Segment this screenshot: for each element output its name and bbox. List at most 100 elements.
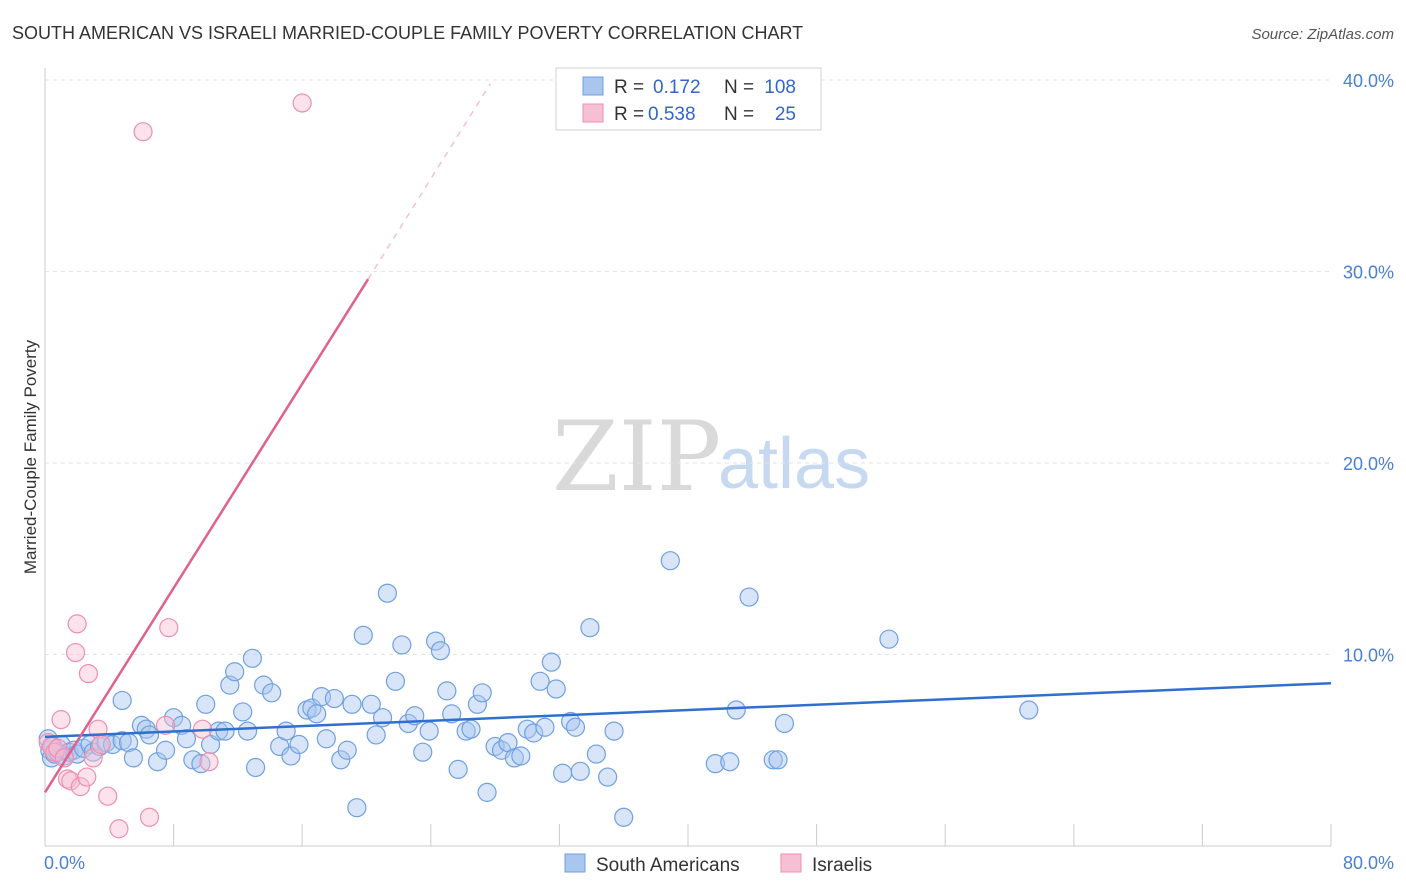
point-south-americans [467, 694, 488, 714]
y-axis-label: Married-Couple Family Poverty [21, 339, 40, 574]
x-tick-label-min: 0.0% [44, 853, 85, 873]
point-south-americans [720, 752, 740, 772]
y-tick-label: 40.0% [1343, 71, 1394, 91]
point-south-americans [660, 551, 680, 571]
point-south-americans [768, 750, 788, 770]
point-south-americans [337, 740, 357, 760]
bottom-legend-label-south-americans: South Americans [596, 855, 740, 876]
point-south-americans [237, 721, 258, 741]
legend-n-value-1: 108 [764, 77, 796, 98]
point-israelis [48, 738, 68, 758]
point-south-americans [430, 641, 451, 661]
point-south-americans [342, 694, 362, 714]
y-tick-label: 20.0% [1343, 454, 1394, 474]
point-south-americans [155, 740, 176, 760]
point-south-americans [726, 700, 746, 720]
y-tick-label: 30.0% [1343, 263, 1394, 283]
gridlines [45, 79, 1331, 655]
point-south-americans [225, 662, 245, 682]
point-south-americans [324, 688, 344, 709]
point-south-americans [413, 742, 433, 762]
legend-n-value-2: 25 [775, 104, 796, 125]
point-israelis [109, 819, 129, 839]
point-israelis [67, 614, 87, 634]
watermark-zip: ZIP [552, 401, 721, 513]
point-south-americans [123, 748, 144, 768]
point-south-americans [245, 757, 266, 778]
point-south-americans [598, 767, 618, 787]
legend-r-label-2: R = [614, 104, 644, 125]
point-south-americans [530, 671, 550, 691]
bottom-legend: South Americans Israelis [564, 853, 872, 876]
x-tick-label-max: 80.0% [1343, 853, 1394, 873]
point-south-americans [254, 675, 274, 695]
point-south-americans [477, 782, 497, 802]
point-south-americans [614, 807, 634, 827]
point-south-americans [565, 717, 586, 737]
point-south-americans [281, 746, 301, 766]
point-south-americans [739, 587, 759, 607]
point-south-americans [570, 761, 590, 781]
point-south-americans [215, 721, 235, 741]
legend-r-value-2: 0.538 [648, 104, 696, 125]
point-israelis [98, 786, 118, 806]
point-south-americans [448, 759, 468, 780]
point-south-americans [580, 618, 600, 638]
point-south-americans [763, 750, 783, 770]
point-israelis [77, 767, 97, 787]
point-south-americans [1019, 700, 1039, 720]
point-israelis [70, 777, 90, 797]
point-south-americans [164, 708, 184, 728]
point-south-americans [392, 635, 412, 655]
point-south-americans [472, 683, 492, 703]
point-south-americans [541, 652, 561, 672]
legend-r-value-1: 0.172 [653, 77, 701, 98]
point-israelis [155, 715, 176, 735]
point-south-americans [316, 729, 336, 749]
point-south-americans [366, 725, 386, 745]
trend-line-extension-israelis [367, 83, 491, 280]
point-south-americans [276, 721, 296, 741]
point-israelis [78, 664, 99, 684]
point-south-americans [102, 734, 123, 755]
point-south-americans [233, 702, 253, 722]
point-israelis [91, 734, 111, 755]
legend-swatch-south-americans [582, 76, 604, 96]
point-south-americans [553, 763, 573, 783]
point-south-americans [524, 723, 544, 743]
point-israelis [292, 93, 312, 113]
legend-n-label-2: N = [724, 104, 754, 125]
point-south-americans [331, 750, 351, 770]
point-south-americans [139, 725, 160, 745]
point-israelis [61, 771, 81, 791]
point-south-americans [289, 734, 309, 755]
point-south-americans [242, 648, 262, 668]
point-south-americans [442, 704, 462, 724]
point-israelis [65, 642, 86, 663]
point-south-americans [361, 694, 381, 714]
point-israelis [159, 618, 179, 638]
y-tick-labels: 10.0% 20.0% 30.0% 40.0% [1343, 71, 1394, 666]
point-south-americans [604, 721, 624, 741]
trend-line-israelis [43, 278, 370, 794]
legend: R = 0.172 N = 108 R = 0.538 N = 25 [555, 67, 822, 131]
point-south-americans [511, 746, 531, 766]
point-south-americans [437, 681, 457, 701]
watermark: ZIP atlas [552, 401, 870, 513]
point-south-americans [419, 721, 439, 741]
point-south-americans [307, 704, 327, 724]
chart-source: Source: ZipAtlas.com [1251, 26, 1394, 43]
point-south-americans [191, 754, 211, 774]
point-south-americans [461, 719, 481, 739]
point-south-americans [426, 631, 446, 651]
watermark-atlas: atlas [718, 424, 870, 504]
point-israelis [199, 752, 219, 772]
y-tick-label: 10.0% [1343, 646, 1394, 666]
bottom-legend-label-israelis: Israelis [812, 855, 872, 876]
point-south-americans [377, 583, 397, 603]
point-south-americans [586, 744, 606, 764]
point-south-americans [147, 752, 168, 772]
legend-r-label-1: R = [614, 77, 644, 98]
point-south-americans [196, 694, 216, 714]
point-south-americans [705, 754, 725, 774]
